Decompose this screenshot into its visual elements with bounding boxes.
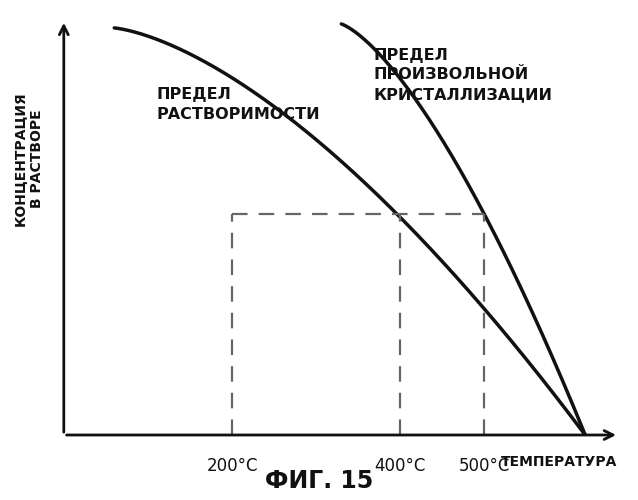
Text: 400°С: 400°С [375, 456, 426, 474]
Text: ПРЕДЕЛ
ПРОИЗВОЛЬНОЙ
КРИСТАЛЛИЗАЦИИ: ПРЕДЕЛ ПРОИЗВОЛЬНОЙ КРИСТАЛЛИЗАЦИИ [373, 48, 553, 102]
Text: ФИГ. 15: ФИГ. 15 [265, 468, 373, 492]
Text: ТЕМПЕРАТУРА: ТЕМПЕРАТУРА [501, 455, 617, 469]
Text: ПРЕДЕЛ
РАСТВОРИМОСТИ: ПРЕДЕЛ РАСТВОРИМОСТИ [156, 87, 320, 122]
Text: 200°С: 200°С [206, 456, 258, 474]
Text: 500°С: 500°С [459, 456, 510, 474]
Text: КОНЦЕНТРАЦИЯ
В РАСТВОРЕ: КОНЦЕНТРАЦИЯ В РАСТВОРЕ [13, 91, 44, 226]
